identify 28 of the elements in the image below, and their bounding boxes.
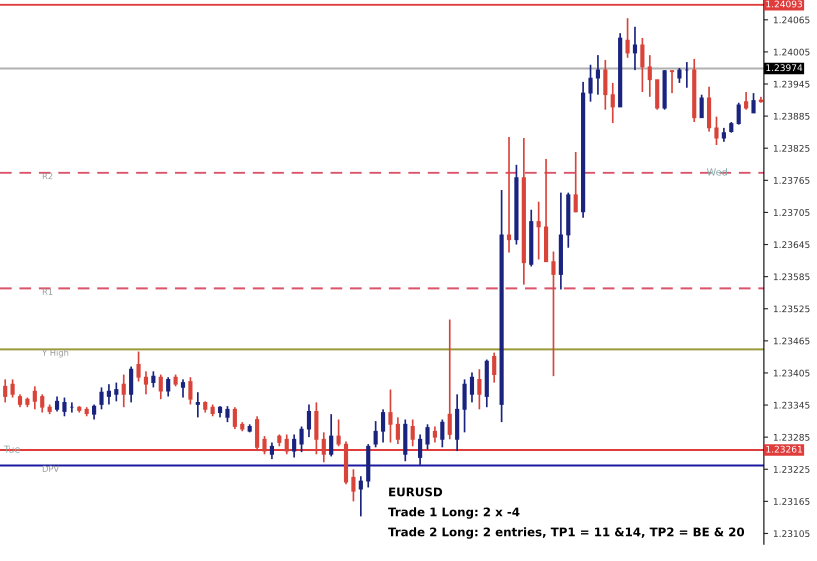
- y-tick-label: 1.23885: [774, 112, 810, 120]
- y-tick-label: 1.23345: [774, 402, 810, 409]
- y-tick-label: 1.23705: [774, 209, 810, 216]
- y-tick-label: 1.23105: [774, 530, 810, 538]
- y-tick-label: 1.23285: [774, 434, 810, 441]
- ref-line-label: 1.24093: [766, 0, 802, 8]
- y-tick-label: 1.23645: [774, 241, 810, 248]
- y-tick-label: 1.24065: [774, 16, 810, 24]
- ref-line-label: 1.23974: [766, 64, 802, 72]
- y-tick-label: 1.23945: [774, 80, 810, 88]
- y-tick-label: 1.23165: [774, 498, 810, 505]
- y-tick-label: 1.23765: [774, 177, 810, 184]
- ref-line-label: R1: [42, 288, 52, 295]
- y-tick-label: 1.23525: [774, 305, 810, 312]
- annotation: Trade 2 Long: 2 entries, TP1 = 11 &14, TP2 = BE & 20: [388, 527, 744, 539]
- ref-line-label: 1.23261: [766, 446, 802, 453]
- annotation: EURUSD: [389, 487, 442, 496]
- annotation: Tue: [4, 446, 20, 453]
- ref-line-label: DPV: [42, 466, 60, 472]
- ref-line-label: R2: [42, 172, 52, 180]
- y-tick-label: 1.23825: [774, 144, 810, 152]
- annotation: Trade 1 Long: 2 x -4: [388, 507, 520, 519]
- y-tick-label: 1.23225: [774, 466, 810, 473]
- y-tick-label: 1.23465: [774, 338, 810, 344]
- y-tick-label: 1.23405: [774, 370, 810, 377]
- y-tick-label: 1.24005: [774, 48, 810, 56]
- y-tick-label: 1.23585: [774, 273, 810, 280]
- ref-line-label: Y High: [42, 349, 68, 358]
